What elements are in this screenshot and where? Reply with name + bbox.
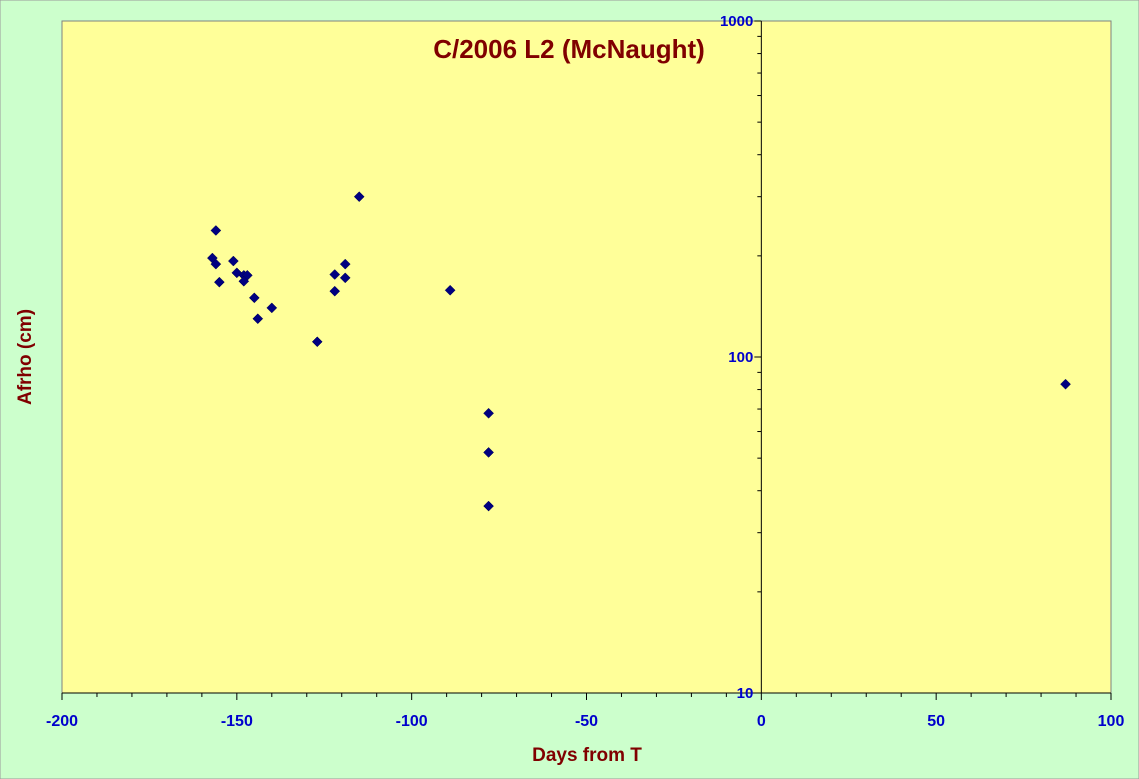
data-point <box>339 272 351 284</box>
data-point <box>339 258 351 270</box>
y-tick-label: 1000 <box>720 13 753 30</box>
x-axis-ticks: -200 -150 -100 -50 0 50 100 <box>46 693 1124 730</box>
data-point <box>311 336 323 348</box>
data-point <box>227 255 239 267</box>
data-point <box>266 302 278 314</box>
x-axis-label: Days from T <box>532 745 642 766</box>
data-point <box>1060 378 1071 390</box>
data-point <box>353 191 365 203</box>
y-axis-label: Afrho (cm) <box>15 309 36 405</box>
x-tick-label: -200 <box>46 713 78 730</box>
plot-area <box>61 20 1112 694</box>
data-point <box>210 258 222 270</box>
y-tick-label: 10 <box>737 685 754 702</box>
data-point <box>483 447 494 458</box>
data-point <box>252 313 264 325</box>
x-tick-label: -150 <box>221 713 253 730</box>
data-point <box>213 276 225 288</box>
data-point <box>248 292 260 304</box>
data-point <box>329 285 341 297</box>
x-tick-label: 50 <box>927 713 945 730</box>
x-tick-label: -50 <box>575 713 598 730</box>
y-axis-ticks: 10 100 1000 <box>720 13 762 702</box>
data-point <box>444 284 456 296</box>
chart-title: C/2006 L2 (McNaught) <box>433 34 705 64</box>
data-points <box>207 191 1071 512</box>
data-point <box>483 500 494 512</box>
x-tick-label: -100 <box>396 713 428 730</box>
y-tick-label: 100 <box>728 349 753 366</box>
data-point <box>329 269 341 280</box>
data-point <box>238 275 250 287</box>
data-point <box>210 225 222 236</box>
x-tick-label: 100 <box>1098 713 1125 730</box>
data-point <box>483 407 494 419</box>
x-tick-label: 0 <box>757 713 766 730</box>
